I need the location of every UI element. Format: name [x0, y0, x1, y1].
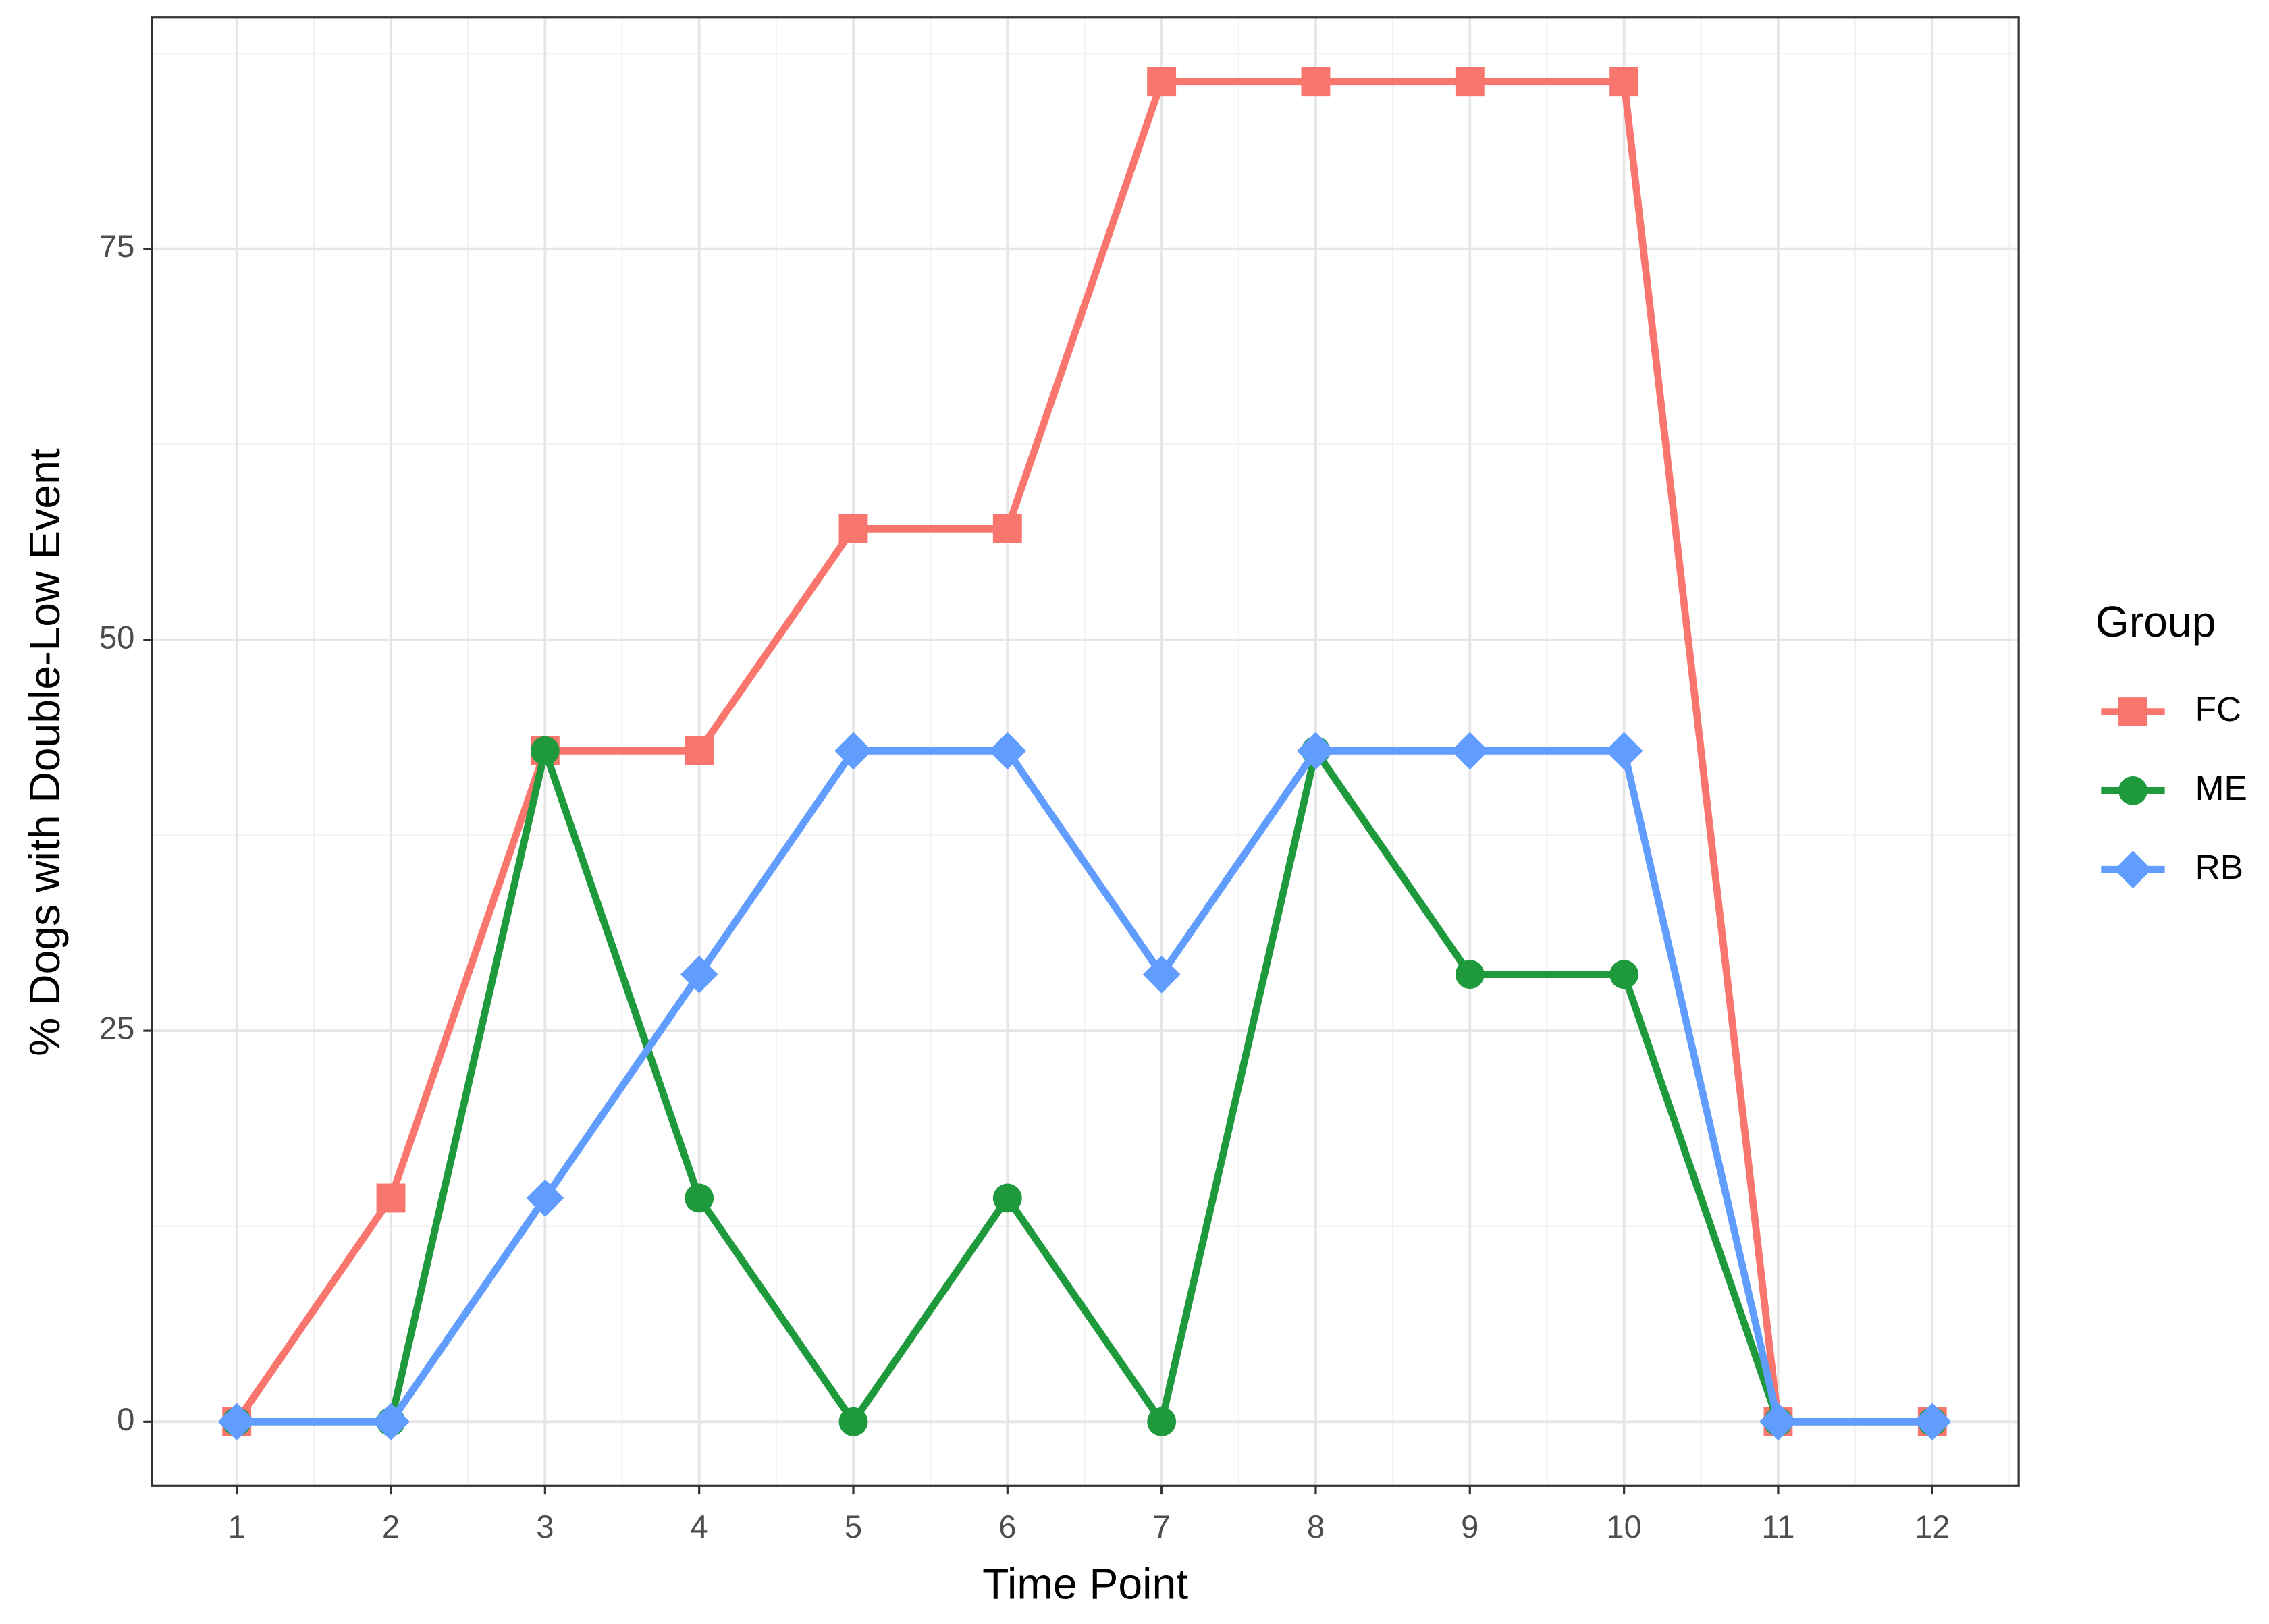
x-tick-label: 9 [1461, 1509, 1478, 1544]
legend-label: RB [2195, 847, 2243, 886]
marker [376, 1183, 406, 1213]
legend-title: Group [2096, 597, 2216, 646]
marker [1147, 67, 1177, 97]
y-axis-title: % Dogs with Double-Low Event [20, 448, 69, 1056]
x-tick-label: 4 [691, 1509, 708, 1544]
legend-label: FC [2195, 689, 2242, 728]
marker [992, 514, 1022, 543]
legend: Group FC ME RB [2096, 597, 2247, 889]
marker [2118, 776, 2147, 805]
series-line [234, 78, 1933, 1426]
series-line [236, 747, 1933, 1426]
marker [838, 1407, 868, 1436]
x-tick-label: 12 [1915, 1509, 1950, 1544]
x-tick-label: 6 [998, 1509, 1016, 1544]
marker [685, 736, 714, 765]
series-line [236, 747, 1933, 1426]
marker [1605, 732, 1643, 770]
marker [1913, 1403, 1952, 1441]
marker [372, 1403, 410, 1441]
marker [530, 736, 560, 765]
marker [1142, 955, 1181, 994]
marker [992, 1183, 1022, 1213]
marker [2118, 697, 2147, 727]
y-tick-label: 75 [99, 228, 134, 264]
marker [1609, 960, 1639, 990]
marker [1147, 1407, 1177, 1436]
marker [685, 1183, 714, 1213]
y-tick-label: 25 [99, 1010, 134, 1046]
marker [838, 514, 868, 543]
x-tick-label: 5 [845, 1509, 862, 1544]
x-axis-title: Time Point [982, 1559, 1188, 1608]
marker [217, 1403, 256, 1441]
y-tick-label: 50 [99, 619, 134, 655]
panel-border [151, 16, 2020, 1487]
marker [1455, 67, 1485, 97]
marker [2114, 850, 2152, 889]
x-tick-label: 2 [382, 1509, 400, 1544]
x-tick-label: 3 [536, 1509, 554, 1544]
plot-area [217, 67, 1952, 1441]
x-tick-label: 10 [1606, 1509, 1641, 1544]
x-tick-label: 11 [1761, 1509, 1794, 1544]
x-tick-label: 7 [1153, 1509, 1171, 1544]
marker [680, 955, 718, 994]
marker [1297, 732, 1335, 770]
legend-label: ME [2195, 768, 2247, 807]
x-tick-label: 1 [228, 1509, 246, 1544]
marker [1301, 67, 1331, 97]
marker [988, 732, 1027, 770]
marker [1455, 960, 1485, 990]
marker [1759, 1403, 1797, 1441]
x-tick-label: 8 [1307, 1509, 1325, 1544]
y-tick-label: 0 [117, 1401, 134, 1437]
marker [526, 1179, 564, 1217]
marker [1609, 67, 1639, 97]
